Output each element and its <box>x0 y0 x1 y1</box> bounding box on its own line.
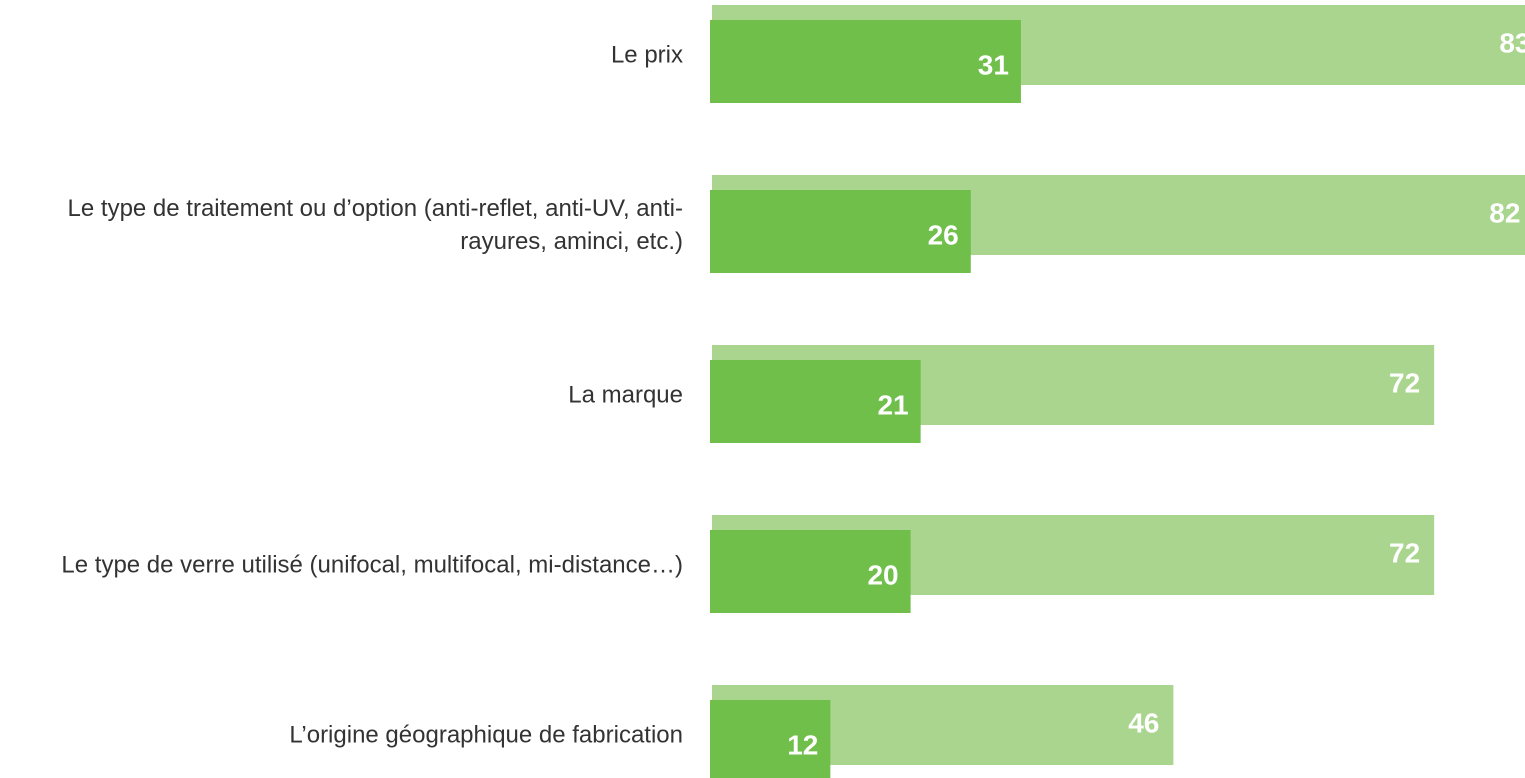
bar <box>710 360 921 443</box>
bar <box>710 530 911 613</box>
category-label: Le prix <box>0 39 683 72</box>
category-text: La marque <box>568 381 683 409</box>
value-label: 72 <box>1389 537 1420 568</box>
category-text: Le prix <box>610 41 683 69</box>
value-label: 83 <box>1499 27 1525 58</box>
category-text: L’origine géographique de fabrication <box>289 721 683 749</box>
bar <box>710 20 1021 103</box>
category-label: La marque <box>0 379 683 412</box>
value-label: 26 <box>928 219 959 250</box>
category-text: Le type de verre utilisé (unifocal, mult… <box>61 551 683 579</box>
category-label: Le type de traitement ou d’option (anti-… <box>0 192 683 258</box>
value-label: 82 <box>1489 197 1520 228</box>
bar <box>710 700 831 778</box>
value-label: 20 <box>867 559 898 590</box>
bar <box>710 190 971 273</box>
category-label: L’origine géographique de fabrication <box>0 719 683 752</box>
category-text: Le type de traitement ou d’option (anti-… <box>67 195 683 255</box>
value-label: 12 <box>787 729 818 760</box>
value-label: 31 <box>978 49 1009 80</box>
value-label: 21 <box>877 389 908 420</box>
value-label: 46 <box>1128 707 1159 738</box>
value-label: 72 <box>1389 367 1420 398</box>
category-label: Le type de verre utilisé (unifocal, mult… <box>0 549 683 582</box>
